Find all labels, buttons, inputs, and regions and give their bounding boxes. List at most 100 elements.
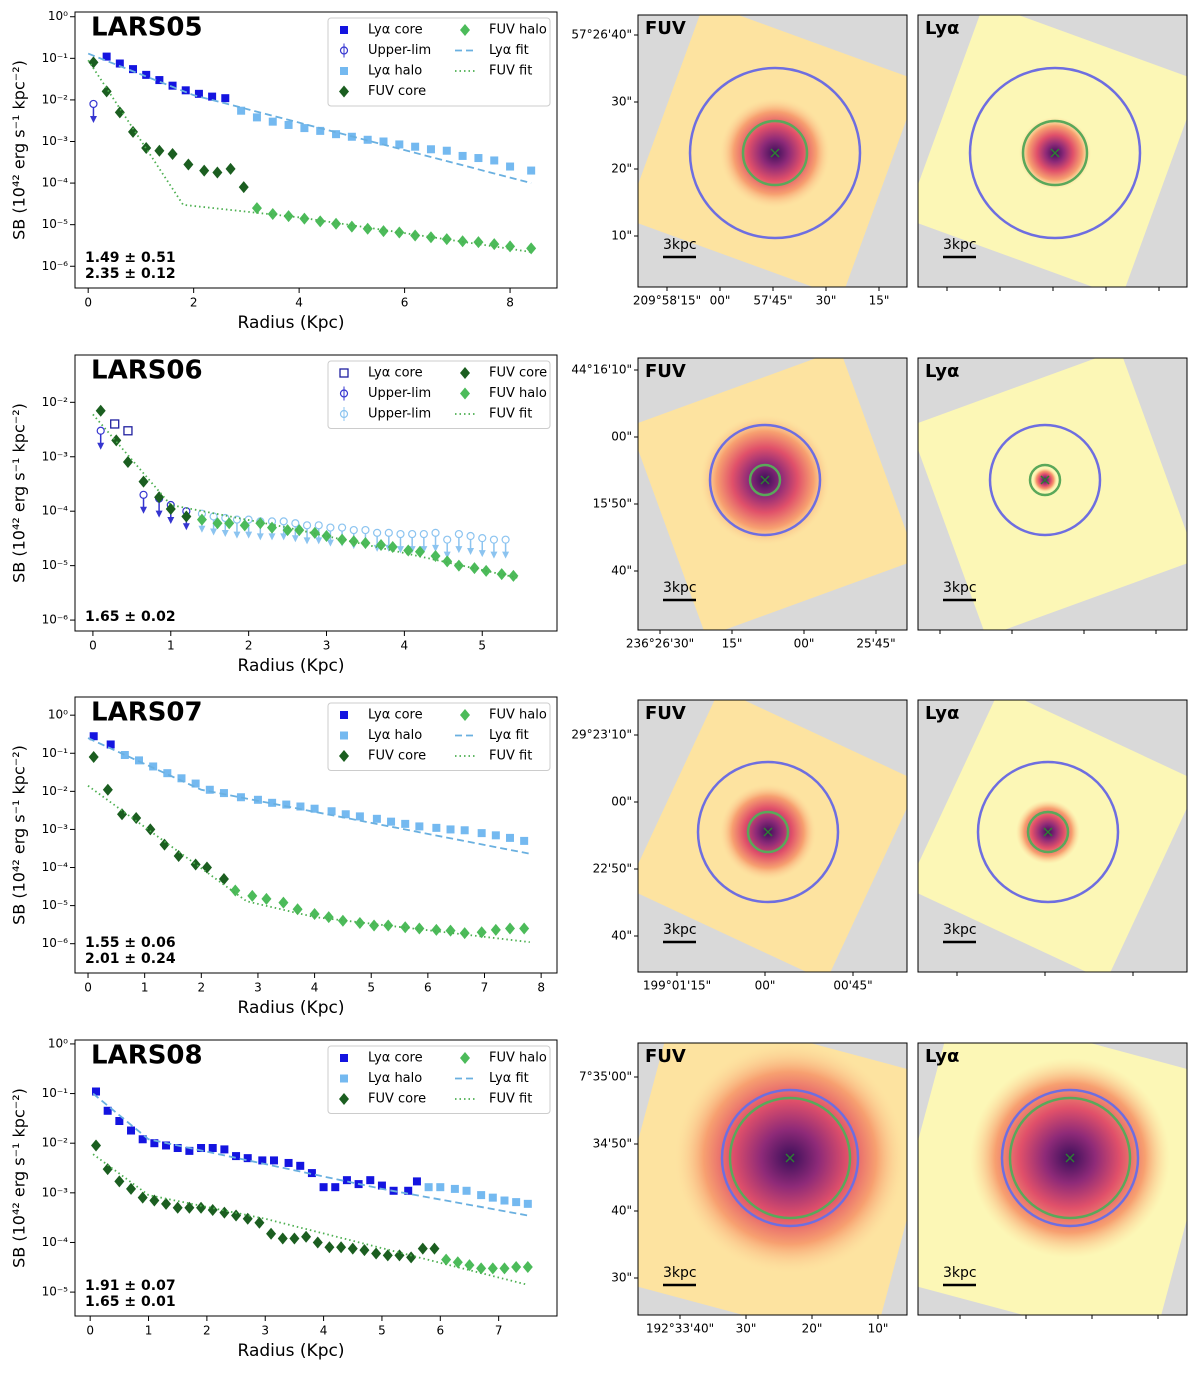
upper-limit-arrowhead (396, 546, 404, 554)
square-marker (162, 1141, 171, 1150)
diamond-marker (289, 1232, 300, 1245)
legend-label: Lyα core (368, 366, 423, 381)
y-tick-label: 10⁻¹ (42, 51, 69, 65)
inner-aperture (1021, 119, 1089, 187)
upper-limit-arrowhead (455, 546, 463, 554)
square-marker (340, 711, 348, 719)
diamond-marker (511, 1261, 522, 1274)
diamond-marker (312, 1236, 323, 1249)
square-marker (340, 26, 348, 34)
square-marker (219, 789, 228, 798)
inner-aperture (746, 810, 790, 854)
image-x-tick-label: 209°58'15" (633, 294, 701, 308)
y-tick-label: 10⁻⁵ (42, 898, 69, 912)
square-marker (363, 135, 372, 144)
diamond-marker (336, 1241, 347, 1254)
diamond-marker (371, 1247, 382, 1260)
diamond-marker (331, 217, 342, 230)
diamond-marker (266, 1227, 277, 1240)
square-marker (284, 1158, 293, 1167)
legend-label: Lyα fit (489, 1071, 529, 1086)
legend-label: Upper-lim (368, 407, 431, 422)
x-tick-label: 1 (145, 1324, 153, 1338)
legend-box (327, 702, 551, 771)
annotation: 2.01 ± 0.24 (85, 951, 176, 967)
square-marker (460, 826, 469, 835)
inner-aperture (1008, 1096, 1132, 1220)
square-marker (506, 162, 515, 171)
diamond-marker (230, 884, 241, 897)
y-tick-label: 10⁻⁴ (42, 1235, 69, 1249)
square-marker (155, 76, 164, 85)
square-marker (191, 779, 200, 788)
diamond-marker (452, 1256, 463, 1269)
diamond-marker (212, 166, 223, 179)
diamond-marker (114, 1175, 125, 1188)
square-marker (103, 1106, 112, 1115)
open-circle-marker (96, 426, 105, 435)
diamond-marker (277, 1232, 288, 1245)
diamond-marker (460, 387, 470, 400)
panel-label: Lyα (925, 703, 959, 724)
diamond-marker (487, 1262, 498, 1275)
diamond-marker (526, 242, 537, 255)
open-square-marker (123, 426, 133, 436)
diamond-marker (347, 1242, 358, 1255)
diamond-marker (359, 1244, 370, 1257)
center-cross (1050, 148, 1060, 158)
x-tick-label: 4 (320, 1324, 328, 1338)
diamond-marker (464, 1259, 475, 1272)
diamond-marker (294, 524, 305, 537)
image-x-tick-label: 00" (755, 979, 776, 993)
square-marker (89, 732, 98, 741)
square-marker (458, 151, 467, 160)
open-circle-marker (396, 529, 405, 539)
inner-aperture (741, 119, 809, 187)
square-marker (205, 785, 214, 794)
square-marker (411, 142, 420, 151)
legend-label: Lyα fit (489, 43, 529, 58)
diamond-marker (499, 1262, 510, 1275)
diamond-marker (301, 1230, 312, 1243)
diamond-marker (441, 1253, 452, 1266)
x-axis-label: Radius (Kpc) (238, 1341, 345, 1361)
y-tick-label: 10⁻² (42, 784, 69, 798)
diamond-marker (138, 475, 149, 488)
diamond-marker (154, 144, 165, 157)
x-tick-label: 7 (481, 981, 489, 995)
legend-label: FUV halo (489, 1051, 547, 1066)
diamond-marker (282, 524, 293, 537)
legend-label: Lyα core (368, 1051, 423, 1066)
x-tick-label: 6 (424, 981, 432, 995)
panel-frame (917, 699, 1188, 973)
square-marker (173, 1144, 182, 1153)
open-circle-marker (431, 528, 440, 537)
square-marker (252, 113, 261, 122)
chart-title: LARS06 (91, 356, 203, 386)
legend-label: Upper-lim (368, 43, 431, 58)
square-marker (220, 1145, 229, 1154)
y-tick-label: 10⁰ (48, 708, 68, 722)
legend-label: FUV fit (489, 749, 532, 764)
annotation: 1.55 ± 0.06 (85, 935, 176, 951)
legend-label: FUV core (368, 1092, 426, 1107)
open-circle-marker (244, 515, 253, 524)
diamond-marker (362, 222, 373, 235)
diamond-marker (453, 559, 464, 572)
annotation: 1.65 ± 0.01 (85, 1294, 176, 1310)
image-x-tick-label: 00" (794, 637, 815, 651)
legend-label: Lyα fit (489, 728, 529, 743)
diamond-marker (425, 231, 436, 244)
y-tick-label: 10⁻³ (42, 134, 69, 148)
y-tick-label: 10⁻¹ (42, 746, 69, 760)
open-circle-marker (89, 99, 98, 109)
square-marker (432, 823, 441, 832)
diamond-marker (172, 1201, 183, 1214)
image-panel (638, 358, 907, 630)
square-marker (379, 137, 388, 146)
square-marker (462, 1186, 471, 1195)
diamond-marker (267, 208, 278, 221)
square-marker (177, 774, 186, 783)
square-marker (387, 817, 396, 826)
center-cross (1065, 1153, 1075, 1163)
